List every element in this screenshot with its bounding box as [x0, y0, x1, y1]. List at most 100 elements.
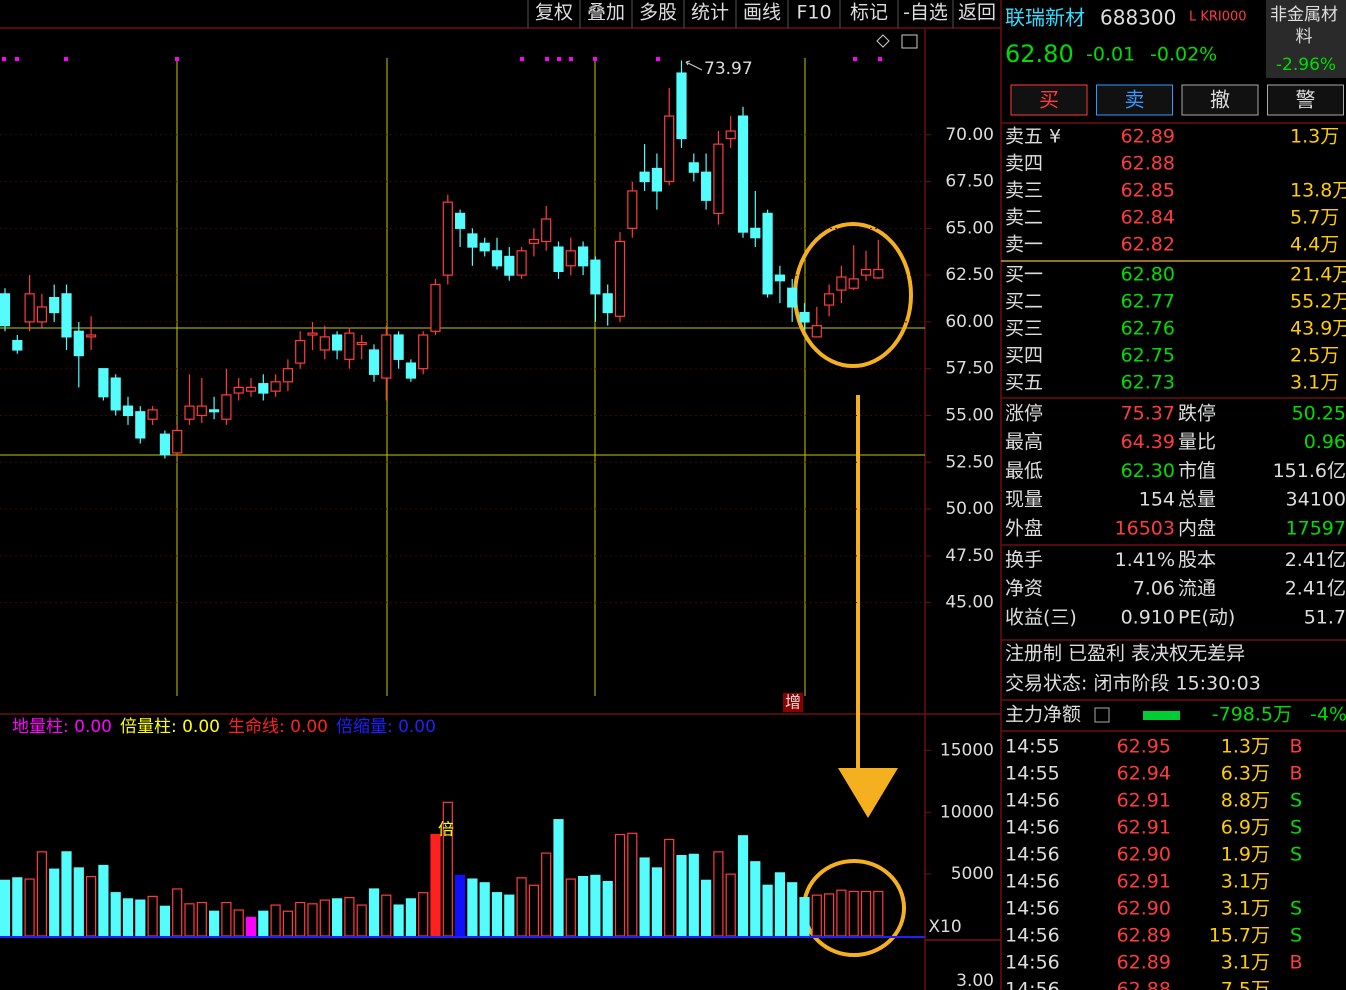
candle-body: [774, 274, 786, 282]
guides: [0, 58, 925, 696]
candle-body: [442, 201, 453, 276]
stat-value: 0.910: [1121, 606, 1175, 628]
stat-value: 7.06: [1133, 578, 1175, 600]
volume-bar: [664, 838, 675, 937]
volume-bar: [98, 864, 109, 937]
candle-body: [725, 130, 736, 140]
candle-body: [61, 293, 72, 338]
trade-button-label[interactable]: 买: [1039, 88, 1059, 112]
volume-bar: [602, 880, 613, 937]
toolbar-button[interactable]: 叠加: [587, 2, 625, 24]
sector-pct: -2.96%: [1276, 55, 1336, 75]
candle-body: [651, 167, 663, 192]
stat-label: PE(动): [1178, 606, 1235, 628]
volume-bar: [135, 899, 146, 937]
high-label: 73.97: [704, 59, 753, 79]
candle-body: [639, 171, 650, 183]
annotation-arrow: [838, 768, 898, 818]
tick-time: 14:56: [1005, 844, 1060, 866]
tick-volume: 1.3万: [1221, 736, 1270, 758]
toolbar-button[interactable]: -自选: [903, 2, 948, 24]
candle-body: [504, 255, 515, 276]
tick-side: B: [1289, 763, 1302, 785]
trade-button-label[interactable]: 撤: [1210, 88, 1230, 112]
stat-value: 34100: [1286, 489, 1346, 511]
toolbar-button[interactable]: 标记: [850, 2, 888, 24]
toolbar-button[interactable]: 多股: [639, 2, 677, 24]
lower-tick: 3.00: [956, 971, 994, 990]
stat-label: 总量: [1178, 489, 1216, 511]
candle-body: [491, 250, 503, 267]
volume-bar: [418, 892, 429, 937]
candle-body: [811, 325, 822, 338]
candle-body: [676, 72, 687, 140]
volume-bar: [332, 898, 343, 937]
y-tick-label: 45.00: [945, 593, 994, 613]
volume-bar: [233, 909, 244, 937]
stat-label: 流通: [1178, 578, 1216, 600]
volume-bar: [393, 904, 404, 937]
candle-body: [528, 238, 540, 244]
volume-bar: [565, 878, 576, 937]
candle-body: [700, 171, 712, 201]
volume-tick-label: 10000: [940, 802, 994, 822]
toolbar-button[interactable]: 统计: [691, 2, 729, 24]
volume-bar: [627, 832, 638, 937]
book-price: 62.89: [1121, 126, 1175, 148]
book-price: 62.75: [1121, 345, 1175, 367]
volume-bar: [860, 890, 872, 937]
y-tick-label: 57.50: [945, 359, 994, 379]
volume-bar: [590, 874, 601, 937]
candle-body: [873, 268, 884, 279]
tick-volume: 8.8万: [1221, 790, 1270, 812]
book-volume: 5.7万: [1290, 207, 1339, 229]
trade-button[interactable]: [1096, 84, 1173, 116]
stat-value: 0.96: [1304, 431, 1346, 453]
tag: 增: [785, 693, 801, 712]
indicator-legend: 地量柱: 0.00: [12, 717, 112, 737]
trade-button[interactable]: [1181, 84, 1259, 116]
book-price: 62.80: [1121, 264, 1175, 286]
tick-price: 62.89: [1117, 952, 1171, 974]
candle-body: [750, 227, 761, 239]
volume-bar: [614, 833, 626, 937]
volume-bar: [49, 868, 60, 937]
toolbar-button[interactable]: 复权: [535, 2, 573, 24]
trade-button-label[interactable]: 卖: [1125, 88, 1145, 112]
book-price: 62.73: [1121, 372, 1175, 394]
indicator-legend: 生命线: 0.00: [228, 717, 328, 737]
tick-price: 62.91: [1117, 871, 1171, 893]
stat-label: 现量: [1005, 489, 1043, 511]
volume-bar: [737, 835, 749, 937]
trade-button-label[interactable]: 警: [1296, 88, 1316, 112]
tick-volume: 6.9万: [1221, 817, 1270, 839]
volume-bar: [700, 879, 712, 937]
signal-dots: [2, 57, 882, 61]
volume-bar: [676, 854, 687, 937]
candle-body: [381, 334, 392, 379]
book-volume: 21.4万: [1290, 264, 1346, 286]
candle-body: [577, 246, 589, 267]
toolbar-button[interactable]: 画线: [743, 2, 781, 24]
trade-button[interactable]: [1010, 84, 1088, 116]
toolbar-button[interactable]: F10: [796, 2, 831, 24]
volume-bar: [713, 851, 724, 937]
stat-label: 最低: [1005, 460, 1043, 482]
toolbar-button[interactable]: 返回: [958, 2, 996, 24]
book-label: 买一: [1005, 264, 1043, 286]
stat-label: 内盘: [1178, 517, 1216, 539]
y-tick-label: 52.50: [945, 452, 994, 472]
volume-bar: [774, 872, 786, 937]
candle-body: [24, 293, 35, 323]
volume-bar: [122, 898, 134, 937]
tick-side: B: [1289, 952, 1302, 974]
stock-code: 688300: [1100, 6, 1176, 30]
indicator-legend: 倍缩量: 0.00: [336, 717, 436, 737]
stat-value: 17597: [1286, 517, 1346, 539]
book-label: 卖五 ¥: [1005, 126, 1061, 148]
trade-button[interactable]: [1267, 84, 1344, 116]
volume-bar: [405, 898, 416, 937]
candle-body: [848, 278, 859, 289]
book-label: 买三: [1005, 318, 1043, 340]
